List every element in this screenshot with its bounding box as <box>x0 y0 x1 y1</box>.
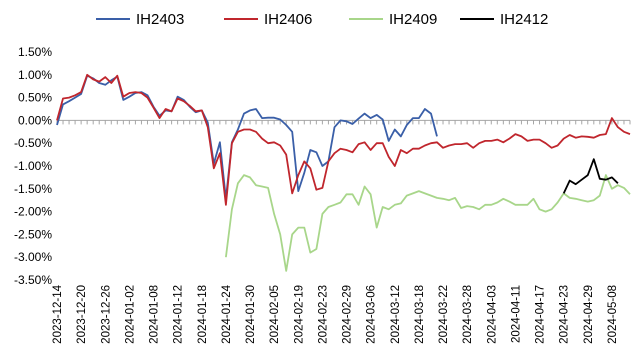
x-tick-label: 2024-03-22 <box>438 285 450 344</box>
x-tick-label: 2024-05-08 <box>607 285 619 344</box>
legend-label-ih2412: IH2412 <box>500 11 548 28</box>
x-tick-label: 2024-01-18 <box>197 285 209 344</box>
y-tick-label: -3.50% <box>14 273 52 287</box>
x-tick-label: 2024-01-24 <box>221 284 233 343</box>
x-tick-label: 2023-12-20 <box>76 285 88 344</box>
plot-area <box>56 73 631 272</box>
x-tick-label: 2024-04-23 <box>559 285 571 344</box>
y-tick-label: 1.00% <box>18 68 52 82</box>
x-tick-label: 2024-04-17 <box>535 285 547 344</box>
x-tick-label: 2024-01-08 <box>149 285 161 344</box>
x-tick-label: 2024-02-05 <box>269 285 281 344</box>
y-tick-label: 0.50% <box>18 91 52 105</box>
x-tick-label: 2024-02-23 <box>317 285 329 344</box>
x-tick-label: 2024-01-30 <box>245 285 257 344</box>
y-tick-label: 0.00% <box>18 113 52 127</box>
x-tick-label: 2024-02-19 <box>293 285 305 344</box>
series-line-ih2409 <box>225 174 631 272</box>
legend-label-ih2409: IH2409 <box>389 11 437 28</box>
y-axis: 1.50% 1.00% 0.50% 0.00% -0.50% -1.00% -1.50% -2… <box>14 45 52 287</box>
x-tick-label: 2024-03-06 <box>366 285 378 344</box>
y-tick-label: 1.50% <box>18 45 52 59</box>
y-tick-label: -2.50% <box>14 227 52 241</box>
x-tick-label: 2024-03-28 <box>462 285 474 344</box>
x-tick-label: 2024-03-18 <box>414 285 426 344</box>
x-tick-label: 2024-01-02 <box>124 285 136 344</box>
legend-label-ih2406: IH2406 <box>264 11 312 28</box>
legend: IH2403 IH2406 IH2409 IH2412 <box>96 11 548 28</box>
x-tick-label: 2024-04-03 <box>486 285 498 344</box>
legend-label-ih2403: IH2403 <box>136 11 184 28</box>
y-tick-label: -2.00% <box>14 205 52 219</box>
x-tick-label: 2024-01-12 <box>173 285 185 344</box>
x-tick-label: 2024-04-29 <box>583 285 595 344</box>
x-axis: 2023-12-14 2023-12-20 2023-12-26 2024-01-02… <box>52 119 631 344</box>
x-tick-label: 2024-03-12 <box>390 285 402 344</box>
x-tick-label: 2023-12-14 <box>52 284 64 343</box>
series-line-ih2403 <box>56 74 438 200</box>
y-tick-label: -0.50% <box>14 136 52 150</box>
x-tick-label: 2023-12-26 <box>100 285 112 344</box>
y-tick-label: -3.00% <box>14 250 52 264</box>
y-tick-label: -1.50% <box>14 182 52 196</box>
x-tick-label: 2024-04-11 <box>510 285 522 343</box>
series-line-ih2412 <box>562 158 619 194</box>
y-tick-label: -1.00% <box>14 159 52 173</box>
x-tick-label: 2024-02-29 <box>342 285 354 344</box>
series-line-ih2406 <box>56 73 631 206</box>
